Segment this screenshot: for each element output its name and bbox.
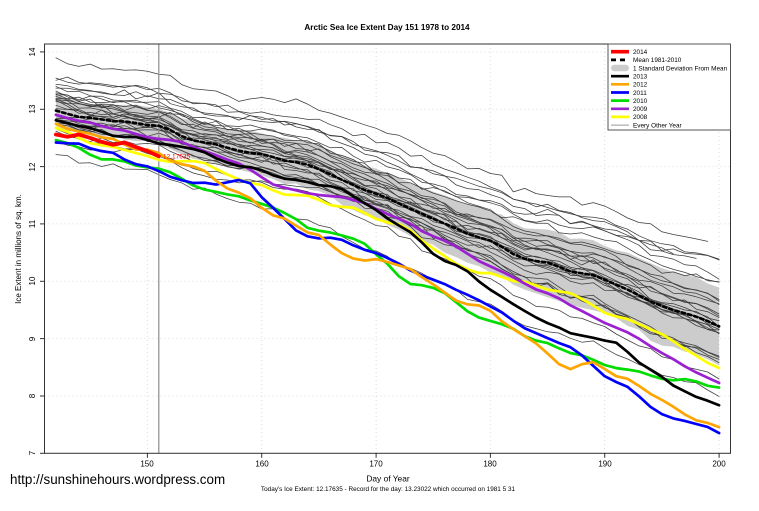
svg-text:2009: 2009 — [633, 106, 648, 113]
svg-text:Today's Ice Extent: 12.17635: Today's Ice Extent: 12.17635 - Record fo… — [261, 486, 516, 493]
svg-text:Arctic Sea Ice Extent Day 151: Arctic Sea Ice Extent Day 151 1978 to 20… — [304, 23, 470, 32]
svg-text:2012: 2012 — [633, 82, 648, 89]
svg-text:11: 11 — [28, 219, 37, 228]
svg-text:2008: 2008 — [633, 114, 648, 121]
svg-text:Ice Extent in millions of sq.: Ice Extent in millions of sq. km. — [14, 194, 23, 304]
svg-text:9: 9 — [28, 336, 37, 341]
svg-text:10: 10 — [28, 276, 37, 285]
svg-text:180: 180 — [483, 460, 497, 469]
svg-text:2011: 2011 — [633, 90, 647, 97]
svg-text:Every Other Year: Every Other Year — [633, 122, 683, 129]
svg-text:13: 13 — [28, 104, 37, 113]
svg-text:12: 12 — [28, 162, 37, 171]
svg-text:2014: 2014 — [633, 49, 648, 56]
svg-text:Day of Year: Day of Year — [366, 474, 410, 484]
svg-text:2013: 2013 — [633, 74, 648, 81]
svg-text:160: 160 — [255, 460, 269, 469]
svg-text:12.17635: 12.17635 — [163, 154, 190, 161]
svg-text:150: 150 — [140, 460, 154, 469]
svg-text:2010: 2010 — [633, 98, 648, 105]
svg-text:8: 8 — [28, 393, 37, 398]
svg-text:1 Standard Deviation From Mean: 1 Standard Deviation From Mean — [633, 65, 728, 72]
svg-text:14: 14 — [28, 47, 37, 56]
svg-text:200: 200 — [712, 460, 726, 469]
svg-text:http://sunshinehours.wordpress: http://sunshinehours.wordpress.com — [10, 472, 225, 487]
svg-text:190: 190 — [598, 460, 612, 469]
svg-text:Mean 1981-2010: Mean 1981-2010 — [633, 57, 682, 64]
svg-text:7: 7 — [28, 450, 37, 455]
svg-text:170: 170 — [369, 460, 383, 469]
